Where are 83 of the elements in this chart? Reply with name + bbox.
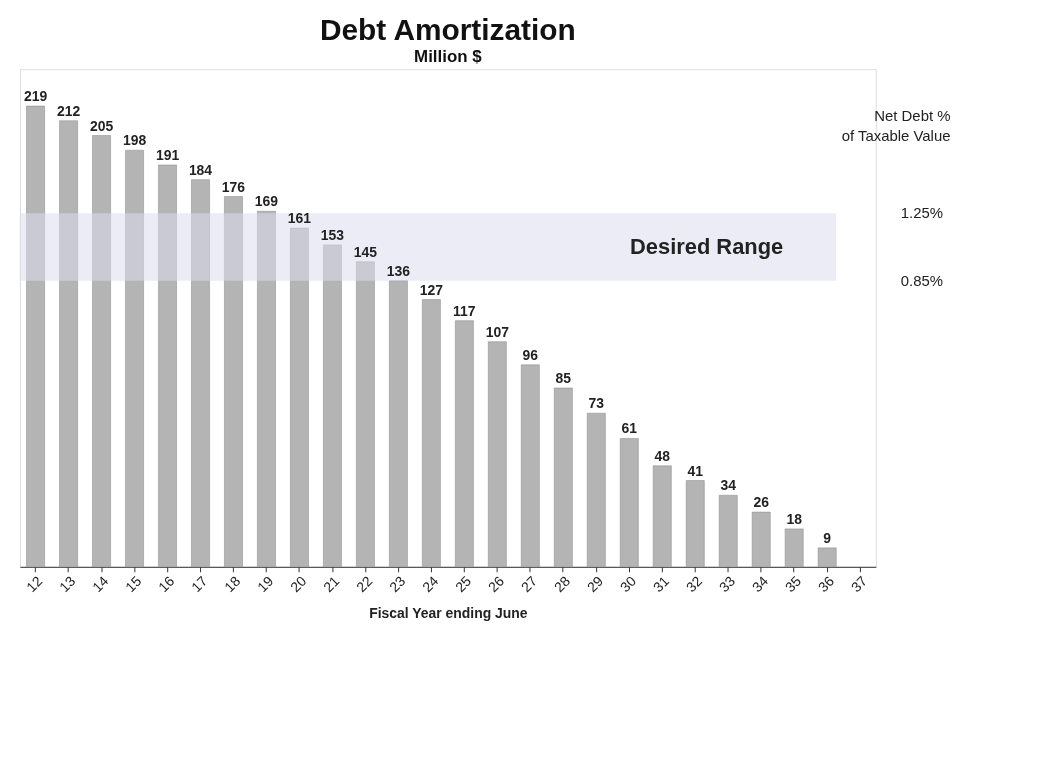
x-tick-label: 25 <box>451 572 475 596</box>
x-tick-label: 13 <box>56 572 79 596</box>
x-tick-label: 32 <box>682 572 706 596</box>
x-tick-label: 31 <box>649 572 673 596</box>
bar <box>191 179 210 568</box>
bar <box>652 465 672 568</box>
x-tick-label: 24 <box>418 572 442 596</box>
bar <box>455 320 474 568</box>
x-tick-label: 27 <box>517 572 541 596</box>
x-tick-label: 16 <box>155 572 178 596</box>
data-label: 26 <box>753 494 770 511</box>
bar <box>356 261 375 568</box>
bar <box>26 105 45 568</box>
data-label: 205 <box>89 117 114 134</box>
bar <box>751 511 771 568</box>
bar <box>290 227 309 568</box>
data-label: 136 <box>386 262 411 279</box>
x-tick-label: 15 <box>122 572 145 596</box>
x-tick-label: 33 <box>715 572 739 596</box>
x-tick-label: 12 <box>23 572 46 596</box>
x-tick-label: 37 <box>847 572 871 596</box>
x-tick-label: 22 <box>353 572 376 596</box>
x-tick-label: 30 <box>616 572 640 596</box>
bar <box>586 412 606 568</box>
bar <box>488 341 507 568</box>
bar <box>59 120 78 568</box>
x-tick-label: 17 <box>188 572 211 596</box>
bar <box>389 280 408 568</box>
x-tick-label: 18 <box>221 572 244 596</box>
data-label: 145 <box>353 243 378 260</box>
data-label: 34 <box>720 477 737 494</box>
x-tick-label: 36 <box>814 572 838 596</box>
data-label: 198 <box>122 132 147 149</box>
data-label: 153 <box>320 226 345 243</box>
x-tick-label: 34 <box>748 572 772 596</box>
x-tick-label: 19 <box>254 572 277 596</box>
text: 1.25% <box>900 204 943 222</box>
chart-subtitle: Million $ <box>414 47 483 67</box>
data-label: 9 <box>823 529 832 546</box>
text: 0.85% <box>900 271 943 289</box>
data-label: 48 <box>654 447 671 464</box>
data-label: 61 <box>621 420 638 437</box>
data-label: 212 <box>56 102 81 119</box>
bar <box>784 528 804 568</box>
x-tick-label: 29 <box>583 572 607 596</box>
data-label: 41 <box>687 462 704 479</box>
bar <box>553 387 573 568</box>
data-label: 184 <box>188 161 213 178</box>
data-label: 191 <box>155 146 180 163</box>
annotation: Net Debt % of Taxable Value <box>841 106 951 144</box>
bar <box>521 364 540 568</box>
bar <box>323 244 342 568</box>
x-tick-label: 35 <box>781 572 805 596</box>
band-label: Desired Range <box>630 233 784 259</box>
data-label: 127 <box>419 281 444 298</box>
bar <box>619 438 639 568</box>
data-label: 96 <box>522 346 539 363</box>
bar <box>158 164 177 568</box>
x-tick-label: 21 <box>320 572 343 596</box>
data-label: 169 <box>254 193 279 210</box>
data-label: 161 <box>287 210 312 227</box>
data-label: 18 <box>786 510 803 527</box>
x-axis-title: Fiscal Year ending June <box>369 604 528 621</box>
x-tick-label: 14 <box>89 572 112 596</box>
data-label: 107 <box>485 323 510 340</box>
bar <box>817 547 837 568</box>
x-tick-label: 20 <box>287 572 310 596</box>
bar <box>224 196 243 568</box>
data-label: 176 <box>221 178 246 195</box>
bar <box>718 495 738 568</box>
bar <box>257 210 276 568</box>
data-label: 73 <box>588 395 605 412</box>
bar <box>92 135 111 568</box>
x-tick-label: 23 <box>385 572 409 596</box>
x-tick-label: 26 <box>484 572 508 596</box>
bar <box>422 299 441 568</box>
chart-title: Debt Amortization <box>319 13 576 47</box>
data-label: 219 <box>23 88 48 105</box>
bar <box>125 149 144 568</box>
data-label: 117 <box>453 302 476 319</box>
x-tick-label: 28 <box>550 572 574 596</box>
bar <box>685 480 705 568</box>
data-label: 85 <box>555 369 572 386</box>
